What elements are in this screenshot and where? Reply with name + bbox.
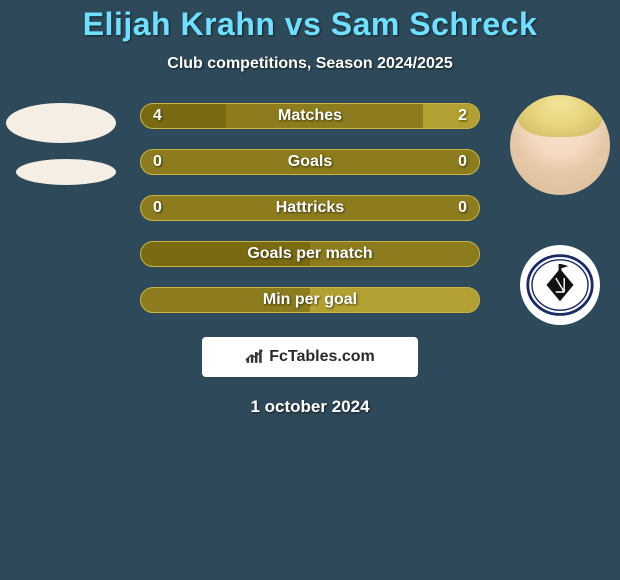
club-crest-icon	[525, 250, 595, 320]
player-right-club-logo	[520, 245, 600, 325]
stat-value-left: 0	[153, 153, 162, 171]
stat-row: Goals0 0	[140, 149, 480, 175]
player-right-avatar-hair	[518, 95, 602, 137]
stat-value-left: 0	[153, 199, 162, 217]
stat-bars: Matches42Goals00Hattricks00Goals per mat…	[140, 103, 480, 313]
stat-row: Matches4 2	[140, 103, 480, 129]
stat-value-right: 2	[458, 107, 467, 125]
brand-chart-icon	[245, 349, 265, 365]
player-left-avatar-placeholder	[6, 103, 116, 143]
brand-badge: FcTables.com	[202, 337, 418, 377]
comparison-title: Elijah Krahn vs Sam Schreck	[0, 0, 620, 43]
player-left-club-placeholder	[16, 159, 116, 185]
stat-value-left: 4	[153, 107, 162, 125]
stat-value-right: 0	[458, 153, 467, 171]
stat-label: Matches	[141, 107, 479, 125]
stat-value-right: 0	[458, 199, 467, 217]
comparison-subtitle: Club competitions, Season 2024/2025	[0, 55, 620, 73]
stat-row: Hattricks0 0	[140, 195, 480, 221]
stat-row: Min per goal	[140, 287, 480, 313]
date-label: 1 october 2024	[0, 397, 620, 417]
stat-label: Min per goal	[141, 291, 479, 309]
player-right-avatar	[510, 95, 610, 195]
infographic: Elijah Krahn vs Sam Schreck Club competi…	[0, 0, 620, 417]
chart-area: Matches42Goals00Hattricks00Goals per mat…	[0, 103, 620, 313]
stat-label: Hattricks	[141, 199, 479, 217]
stat-label: Goals per match	[141, 245, 479, 263]
brand-text: FcTables.com	[269, 348, 375, 366]
stat-label: Goals	[141, 153, 479, 171]
stat-row: Goals per match	[140, 241, 480, 267]
